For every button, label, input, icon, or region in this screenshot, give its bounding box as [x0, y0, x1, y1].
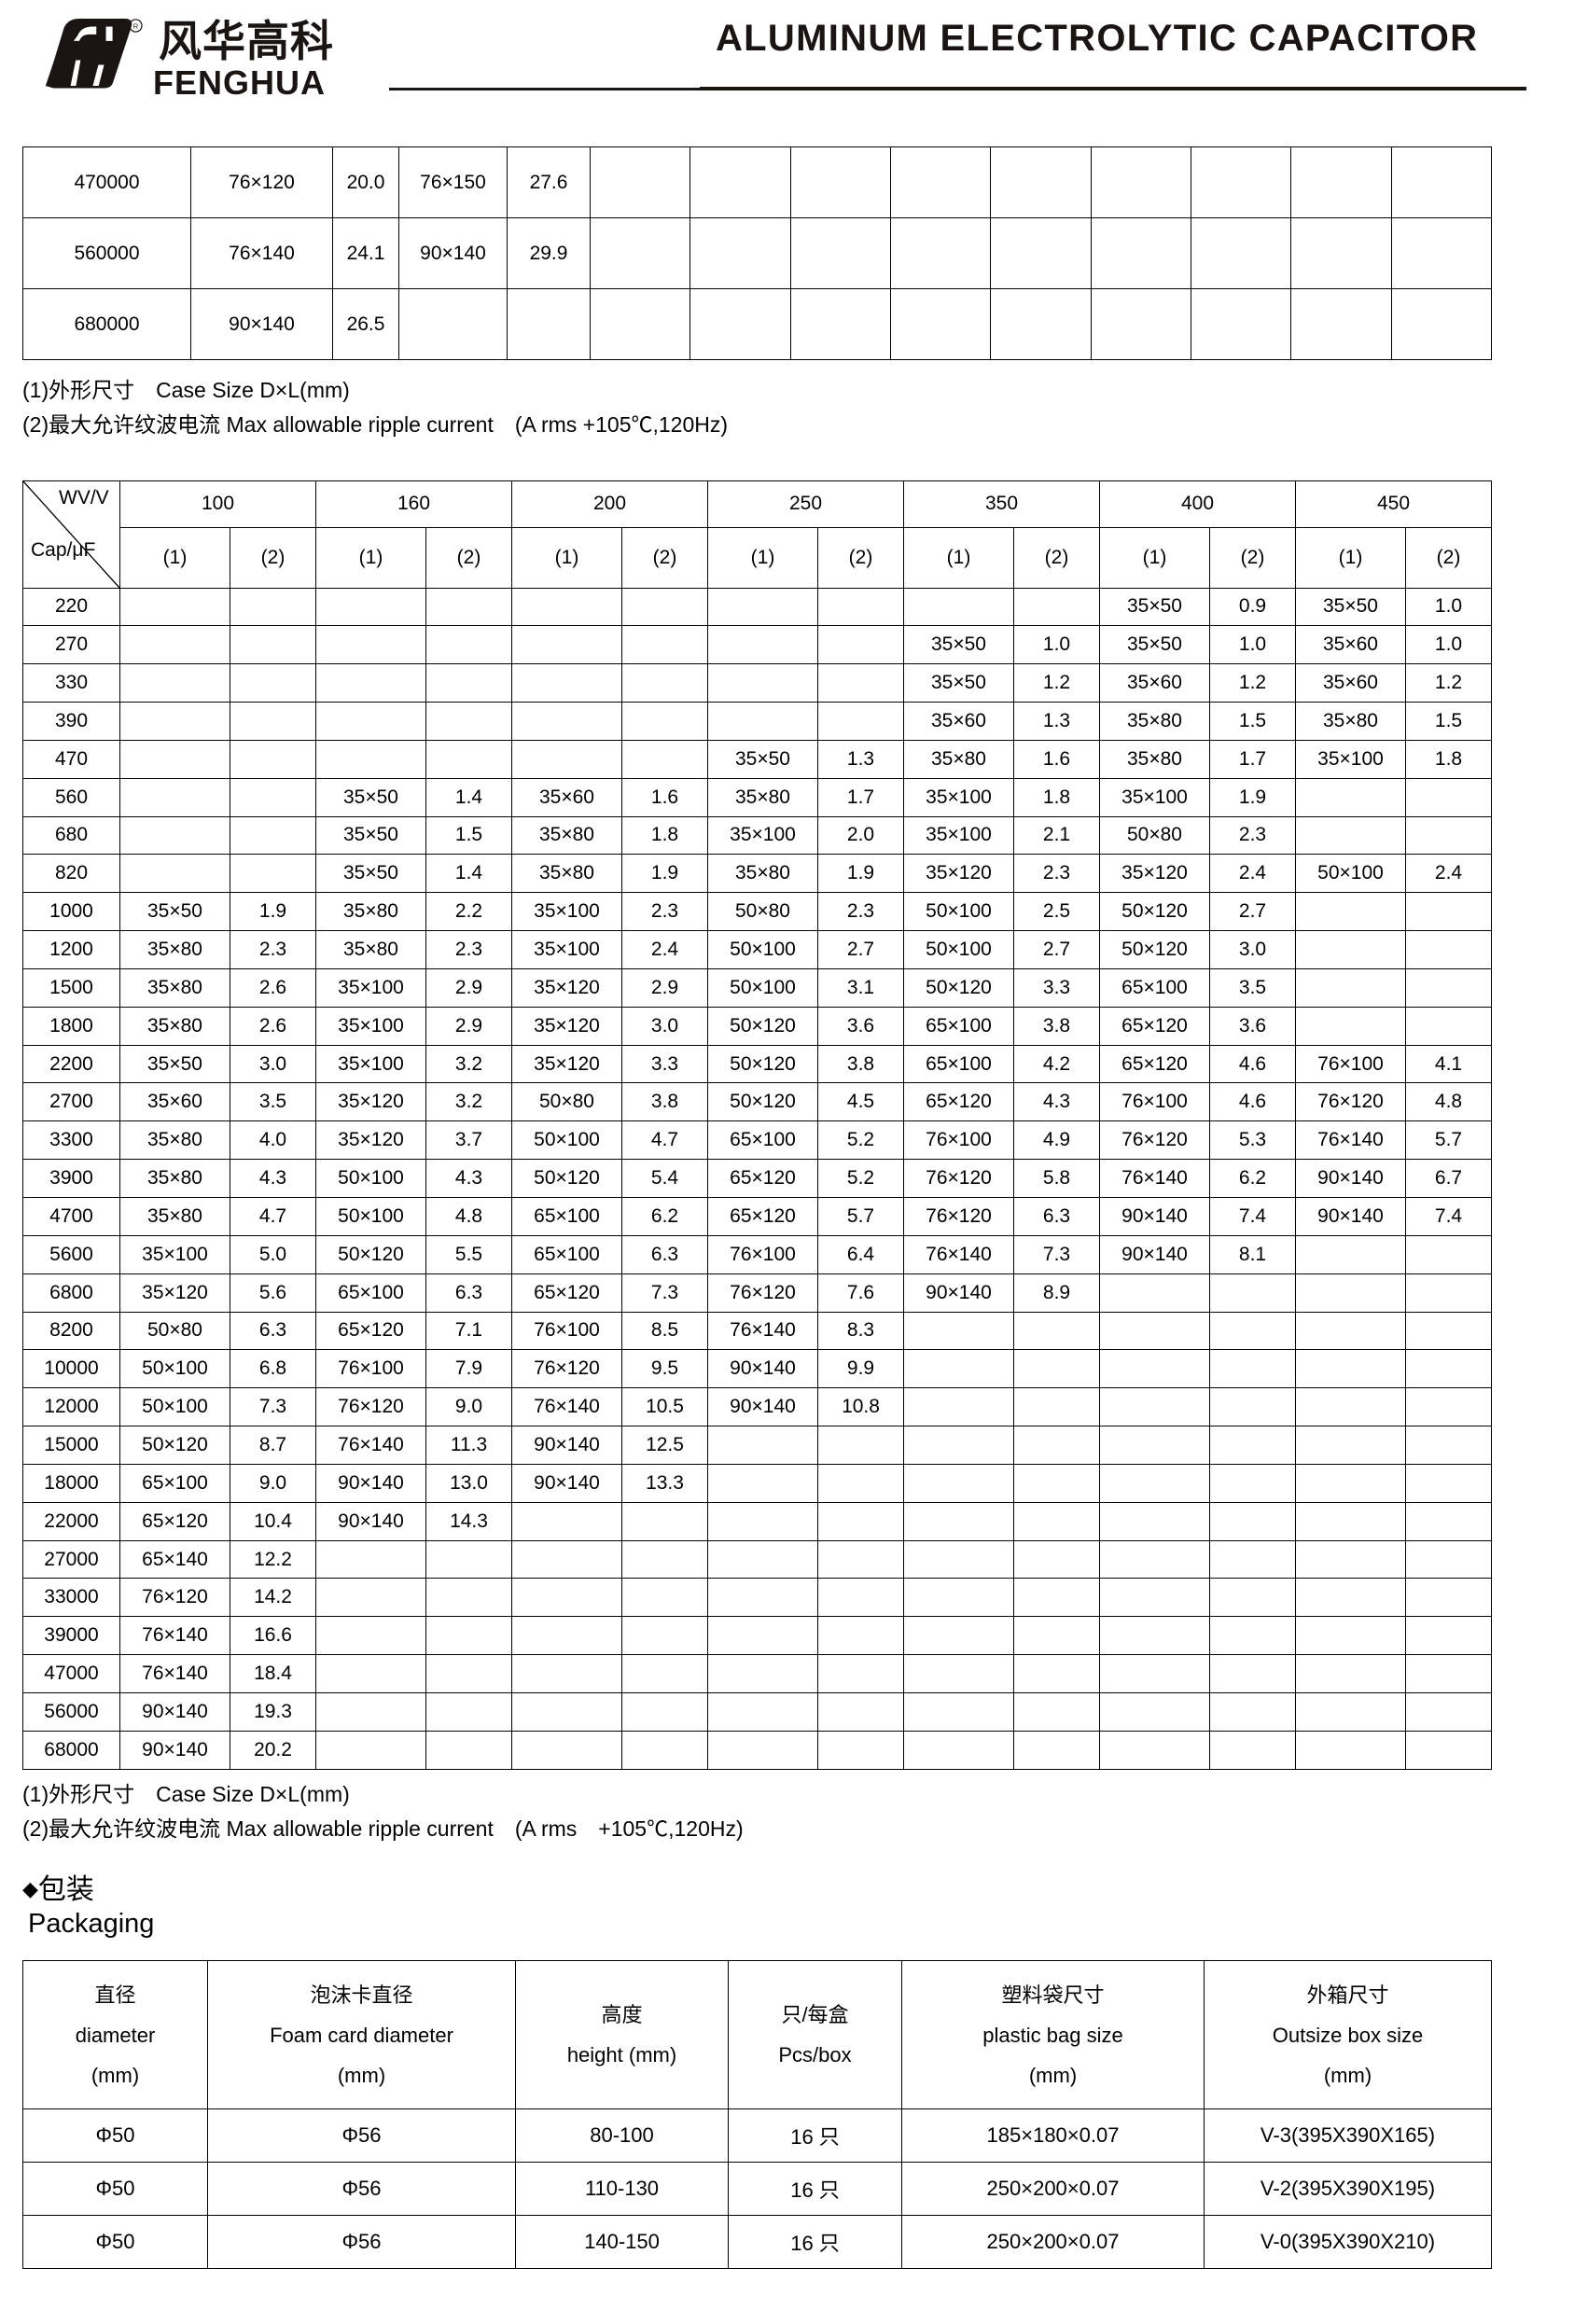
svg-text:R: R: [133, 22, 139, 31]
